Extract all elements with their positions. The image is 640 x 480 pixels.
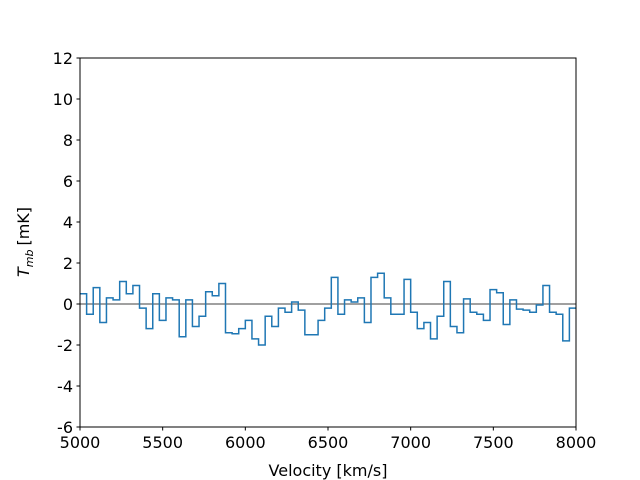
y-tick-label: -6	[57, 418, 73, 437]
x-tick-label: 7000	[390, 433, 431, 452]
y-tick-label: 4	[63, 213, 73, 232]
y-tick-label: 6	[63, 172, 73, 191]
x-tick-label: 5500	[142, 433, 183, 452]
y-label-unit: [mK]	[14, 207, 33, 246]
x-tick-label: 5000	[60, 433, 101, 452]
x-tick-label: 6000	[225, 433, 266, 452]
y-tick-label: 12	[53, 49, 73, 68]
y-tick-label: -4	[57, 377, 73, 396]
y-tick-label: -2	[57, 336, 73, 355]
y-tick-label: 10	[53, 90, 73, 109]
y-label-subscript: mb	[23, 250, 36, 268]
plot-frame	[79, 57, 577, 428]
y-axis-label: Tmb [mK]	[14, 207, 36, 277]
y-label-symbol: T	[14, 266, 33, 277]
x-tick-label: 6500	[308, 433, 349, 452]
x-tick-label: 7500	[473, 433, 514, 452]
x-tick-label: 8000	[556, 433, 597, 452]
x-axis-label: Velocity [km/s]	[269, 461, 388, 480]
y-tick-label: 0	[63, 295, 73, 314]
y-tick-label: 8	[63, 131, 73, 150]
step-line	[80, 272, 576, 346]
y-tick-label: 2	[63, 254, 73, 273]
